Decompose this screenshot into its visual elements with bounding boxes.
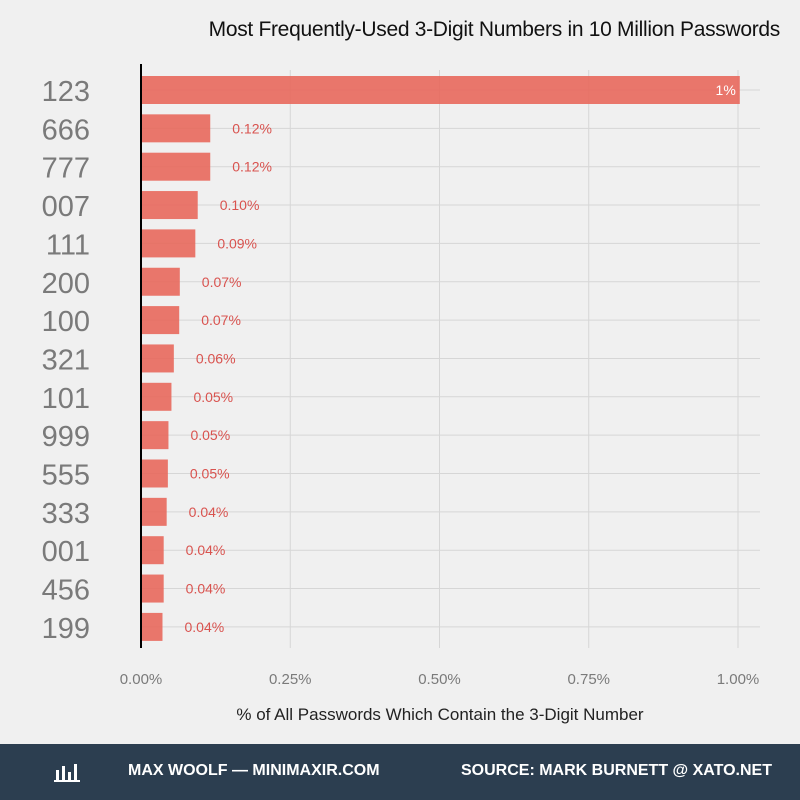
data-label: 0.05% bbox=[193, 389, 233, 405]
x-tick-label: 0.50% bbox=[418, 671, 461, 688]
x-tick-label: 0.25% bbox=[269, 671, 312, 688]
bar-333 bbox=[141, 497, 167, 526]
bar-001 bbox=[141, 536, 164, 565]
bar-111 bbox=[141, 229, 196, 258]
data-label: 0.06% bbox=[196, 350, 236, 366]
grid-lines bbox=[141, 70, 760, 648]
bar-100 bbox=[141, 306, 180, 335]
footer-author: MAX WOOLF — MINIMAXIR.COM bbox=[128, 762, 380, 779]
chart-title: Most Frequently-Used 3-Digit Numbers in … bbox=[208, 18, 781, 41]
chart-plot: 1% 0.12% 0.12% 0.10% 0.09% 0.07% 0.07% 0.06% 0.0… bbox=[42, 64, 760, 688]
footer-bar: MAX WOOLF — MINIMAXIR.COM SOURCE: MARK B… bbox=[0, 744, 800, 800]
bar-199 bbox=[141, 612, 163, 641]
y-category-label: 777 bbox=[42, 153, 90, 185]
bar-321 bbox=[141, 344, 174, 373]
y-category-label: 001 bbox=[42, 536, 90, 568]
x-axis-ticks: 0.00% 0.25% 0.50% 0.75% 1.00% bbox=[120, 671, 760, 688]
x-tick-label: 0.00% bbox=[120, 671, 163, 688]
data-label: 1% bbox=[716, 82, 736, 98]
data-label: 0.07% bbox=[202, 274, 242, 290]
bars bbox=[141, 76, 740, 641]
y-category-label: 555 bbox=[42, 460, 90, 492]
data-label: 0.04% bbox=[186, 581, 226, 597]
data-label: 0.10% bbox=[220, 197, 260, 213]
x-tick-label: 0.75% bbox=[567, 671, 610, 688]
y-category-label: 456 bbox=[42, 575, 90, 607]
data-label: 0.05% bbox=[190, 427, 230, 443]
data-label: 0.12% bbox=[232, 120, 272, 136]
bar-007 bbox=[141, 191, 198, 220]
data-label: 0.04% bbox=[189, 504, 229, 520]
bar-555 bbox=[141, 459, 168, 488]
y-category-label: 101 bbox=[42, 383, 90, 415]
bar-123 bbox=[141, 76, 740, 104]
x-axis-label: % of All Passwords Which Contain the 3-D… bbox=[236, 705, 644, 724]
y-category-label: 666 bbox=[42, 114, 90, 146]
bar-101 bbox=[141, 382, 172, 411]
data-label: 0.07% bbox=[201, 312, 241, 328]
bar-456 bbox=[141, 574, 164, 603]
y-category-label: 007 bbox=[42, 191, 90, 223]
data-label: 0.09% bbox=[217, 235, 257, 251]
y-category-label: 333 bbox=[42, 498, 90, 530]
data-label: 0.12% bbox=[232, 159, 272, 175]
bar-200 bbox=[141, 267, 180, 296]
data-labels: 1% 0.12% 0.12% 0.10% 0.09% 0.07% 0.07% 0.06% 0.0… bbox=[184, 82, 735, 635]
bar-chart-icon bbox=[54, 764, 80, 782]
bar-999 bbox=[141, 421, 169, 450]
y-category-label: 100 bbox=[42, 306, 90, 338]
y-category-label: 999 bbox=[42, 421, 90, 453]
x-tick-label: 1.00% bbox=[717, 671, 760, 688]
y-category-label: 123 bbox=[42, 76, 90, 108]
bar-666 bbox=[141, 114, 211, 143]
data-label: 0.04% bbox=[186, 542, 226, 558]
y-category-label: 111 bbox=[46, 229, 90, 261]
footer-source: SOURCE: MARK BURNETT @ XATO.NET bbox=[460, 762, 772, 779]
y-axis-categories: 123 666 777 007 111 200 100 321 101 999 555 333 001 4… bbox=[42, 76, 90, 645]
bar-777 bbox=[141, 152, 211, 181]
y-category-label: 199 bbox=[42, 613, 90, 645]
y-category-label: 200 bbox=[42, 268, 90, 300]
data-label: 0.04% bbox=[184, 619, 224, 635]
data-label: 0.05% bbox=[190, 466, 230, 482]
y-category-label: 321 bbox=[42, 344, 90, 376]
